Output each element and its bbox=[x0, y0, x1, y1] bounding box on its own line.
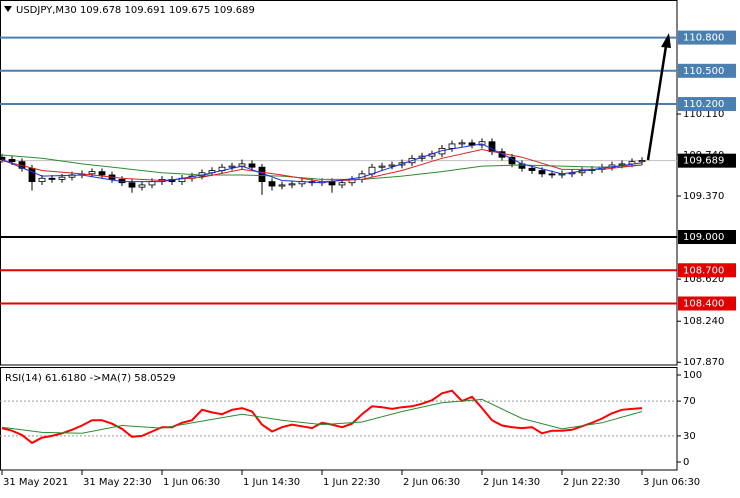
menu-arrow[interactable] bbox=[4, 6, 12, 12]
candle-body bbox=[128, 182, 136, 188]
x-tick-label: 31 May 2021 bbox=[3, 477, 68, 488]
candle-body bbox=[88, 171, 96, 175]
candle-body bbox=[138, 184, 146, 188]
y-tick-label: 100 bbox=[683, 370, 702, 381]
rsi-title: RSI(14) 61.6180 ->MA(7) 58.0529 bbox=[5, 373, 176, 384]
candle-body bbox=[638, 160, 646, 163]
candle-body bbox=[98, 171, 106, 176]
marks: 107.870108.240108.620109.370109.740110.1… bbox=[0, 30, 736, 488]
candle-body bbox=[148, 181, 156, 186]
x-tick-label: 3 Jun 06:30 bbox=[643, 477, 700, 488]
y-tick-label: 107.870 bbox=[683, 357, 724, 368]
level-label-box bbox=[678, 63, 736, 78]
series-line bbox=[1, 389, 643, 445]
x-tick-label: 2 Jun 22:30 bbox=[563, 477, 620, 488]
x-tick-label: 31 May 22:30 bbox=[83, 477, 152, 488]
candle-body bbox=[468, 142, 476, 146]
y-tick-label: 110.110 bbox=[683, 109, 724, 120]
candle-body bbox=[228, 165, 236, 168]
candle-body bbox=[0, 156, 6, 160]
price-label: 109.689 bbox=[683, 156, 724, 167]
y-tick-label: 108.240 bbox=[683, 316, 724, 327]
level-label: 109.000 bbox=[683, 232, 724, 243]
candle-body bbox=[548, 173, 556, 176]
level-label: 108.400 bbox=[683, 299, 724, 310]
candle-body bbox=[618, 163, 626, 166]
candle-body bbox=[28, 167, 36, 183]
series-line bbox=[1, 154, 643, 180]
candle-body bbox=[268, 181, 276, 187]
series-line bbox=[1, 398, 643, 434]
candle-body bbox=[478, 141, 486, 146]
price-label-box bbox=[678, 153, 736, 168]
level-label-box bbox=[678, 30, 736, 45]
level-label: 110.500 bbox=[683, 66, 724, 77]
y-tick-label: 30 bbox=[683, 431, 696, 442]
candle-body bbox=[378, 165, 386, 168]
x-tick-label: 2 Jun 14:30 bbox=[483, 477, 540, 488]
y-tick-label: 70 bbox=[683, 396, 696, 407]
x-tick-label: 1 Jun 06:30 bbox=[163, 477, 220, 488]
x-tick-label: 2 Jun 06:30 bbox=[403, 477, 460, 488]
arrow-head bbox=[661, 33, 671, 48]
candle-body bbox=[48, 177, 56, 180]
candle-body bbox=[248, 163, 256, 168]
level-label: 108.700 bbox=[683, 265, 724, 276]
level-label-box bbox=[678, 97, 736, 112]
level-label-box bbox=[678, 296, 736, 311]
level-label-box bbox=[678, 263, 736, 278]
candle-body bbox=[458, 142, 466, 145]
candle-body bbox=[338, 182, 346, 186]
forecast-arrow bbox=[646, 45, 668, 161]
candle-body bbox=[288, 183, 296, 186]
y-tick-label: 0 bbox=[683, 457, 689, 468]
candle-body bbox=[538, 170, 546, 175]
rsi-panel bbox=[0, 367, 678, 471]
y-tick-label: 109.370 bbox=[683, 191, 724, 202]
y-tick-label: 108.620 bbox=[683, 274, 724, 285]
candle-body bbox=[278, 184, 286, 187]
x-tick-label: 1 Jun 14:30 bbox=[243, 477, 300, 488]
level-label: 110.200 bbox=[683, 99, 724, 110]
candle-body bbox=[498, 151, 506, 158]
candle-body bbox=[528, 167, 536, 171]
x-tick-label: 1 Jun 22:30 bbox=[323, 477, 380, 488]
candle-body bbox=[58, 176, 66, 180]
candle-body bbox=[448, 143, 456, 149]
candle-body bbox=[8, 159, 16, 163]
series-line bbox=[1, 143, 643, 184]
level-label: 110.800 bbox=[683, 33, 724, 44]
candle-body bbox=[388, 164, 396, 167]
candle-body bbox=[38, 177, 46, 183]
chart-title: USDJPY,M30 109.678 109.691 109.675 109.6… bbox=[16, 5, 255, 16]
series-line bbox=[1, 148, 643, 183]
level-label-box bbox=[678, 230, 736, 245]
